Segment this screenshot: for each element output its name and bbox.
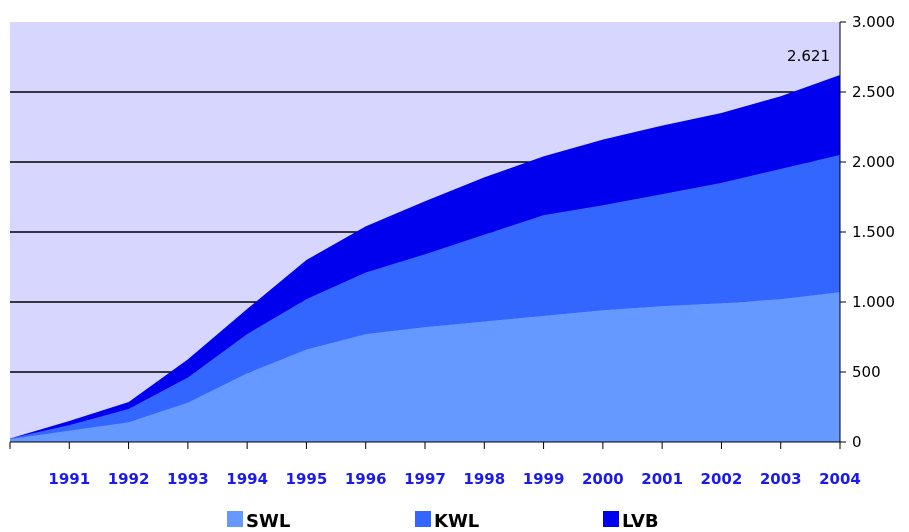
area-swl	[10, 292, 840, 442]
x-tick-label: 2003	[760, 470, 802, 488]
data-label-total-2004: 2.621	[787, 47, 830, 65]
legend-swatch	[603, 511, 619, 527]
legend-label: KWL	[434, 511, 479, 532]
legend-swatch	[415, 511, 431, 527]
x-tick-label: 1994	[226, 470, 268, 488]
legend-item-kwl: KWL	[415, 511, 479, 532]
x-tick-label: 1992	[108, 470, 150, 488]
y-tick-label: 1.500	[852, 223, 895, 241]
legend-swatch	[227, 511, 243, 527]
area-series	[10, 75, 840, 442]
legend-label: SWL	[246, 511, 290, 532]
legend-item-lvb: LVB	[603, 511, 659, 532]
y-tick-label: 500	[852, 363, 881, 381]
x-tick-label: 1999	[523, 470, 565, 488]
axes	[9, 21, 846, 449]
y-tick-label: 3.000	[852, 13, 895, 31]
x-tick-label: 2000	[582, 470, 624, 488]
area-lvb	[10, 75, 840, 439]
legend-label: LVB	[622, 511, 659, 532]
y-axis-tick-labels: 0 500 1.000 1.500 2.000 2.500 3.000	[852, 13, 895, 451]
x-tick-label: 1996	[345, 470, 387, 488]
area-kwl	[10, 155, 840, 440]
legend-item-swl: SWL	[227, 511, 290, 532]
y-tick-label: 2.500	[852, 83, 895, 101]
x-tick-label: 1993	[167, 470, 209, 488]
annotations: 2.621	[787, 47, 830, 65]
y-tick-label: 1.000	[852, 293, 895, 311]
x-tick-label: 1995	[286, 470, 328, 488]
x-axis-tick-labels: 1991 1992 1993 1994 1995 1996 1997 1998 1999 2000…	[48, 470, 860, 488]
x-tick-label: 2002	[701, 470, 743, 488]
x-tick-label: 1998	[463, 470, 505, 488]
legend: SWL KWL LVB	[227, 511, 659, 532]
y-tick-label: 2.000	[852, 153, 895, 171]
x-tick-label: 1991	[48, 470, 90, 488]
x-tick-label: 2004	[819, 470, 861, 488]
x-tick-label: 2001	[641, 470, 683, 488]
x-tick-label: 1997	[404, 470, 446, 488]
y-tick-label: 0	[852, 433, 862, 451]
